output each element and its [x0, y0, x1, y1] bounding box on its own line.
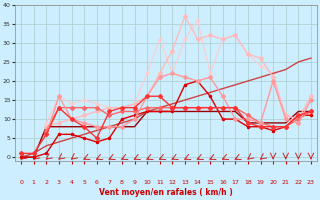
- X-axis label: Vent moyen/en rafales ( km/h ): Vent moyen/en rafales ( km/h ): [99, 188, 233, 197]
